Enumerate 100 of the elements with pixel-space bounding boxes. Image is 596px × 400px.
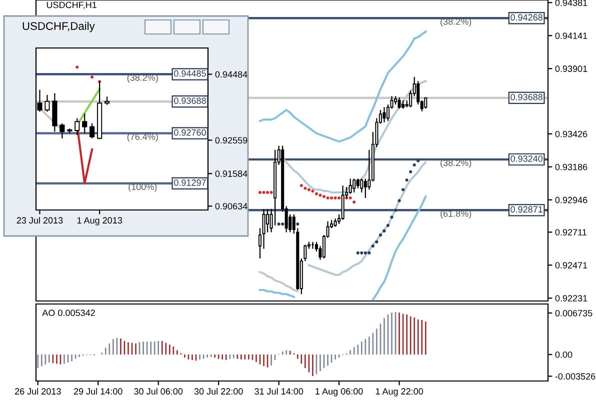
ref-line-label: 0.91297 bbox=[174, 179, 206, 186]
point bbox=[398, 199, 401, 202]
y-tick-label: 0.93426 bbox=[555, 130, 588, 138]
y-tick-label: 0.92471 bbox=[555, 262, 588, 268]
annotation: (38.2%) bbox=[440, 18, 472, 27]
point bbox=[258, 190, 262, 194]
ref-line-label: 0.93688 bbox=[174, 98, 206, 104]
candlestick bbox=[74, 118, 80, 136]
x-tick-label: 30 Jul 22:00 bbox=[194, 388, 243, 395]
y-tick-label: 0.00 bbox=[555, 351, 572, 358]
candlestick bbox=[90, 122, 95, 139]
point bbox=[326, 196, 330, 200]
y-tick-label: 0.92231 bbox=[555, 295, 588, 302]
point bbox=[364, 251, 367, 254]
candlestick bbox=[416, 80, 420, 106]
candlestick bbox=[382, 106, 386, 123]
annotation: (76.4%) bbox=[127, 133, 158, 142]
point bbox=[386, 224, 390, 227]
point bbox=[360, 251, 364, 254]
y-tick-label: 0.92559 bbox=[215, 137, 248, 144]
point bbox=[402, 188, 405, 192]
x-tick-label: 23 Jul 2013 bbox=[16, 216, 63, 224]
point bbox=[311, 189, 314, 193]
y-tick-label: 0.94141 bbox=[555, 32, 588, 39]
y-tick-label: 0.90634 bbox=[215, 203, 248, 210]
candlestick bbox=[352, 178, 356, 193]
point bbox=[356, 251, 360, 254]
point bbox=[296, 222, 300, 226]
point bbox=[382, 229, 386, 232]
point bbox=[300, 184, 303, 188]
candlestick bbox=[398, 97, 401, 110]
point bbox=[90, 76, 94, 79]
point bbox=[330, 196, 334, 200]
candlestick bbox=[44, 94, 50, 112]
candlestick bbox=[348, 178, 352, 194]
chart-title: USDCHF,Daily bbox=[22, 22, 95, 32]
point bbox=[314, 192, 318, 196]
y-tick-label: 0.92946 bbox=[555, 196, 588, 204]
point bbox=[270, 190, 273, 194]
point bbox=[338, 196, 341, 200]
x-tick-label: 1 Aug 06:00 bbox=[316, 388, 363, 396]
candlestick bbox=[424, 97, 428, 110]
point bbox=[409, 170, 412, 174]
y-tick-label: -0.003526 bbox=[555, 373, 596, 380]
y-tick-label: 0.93186 bbox=[555, 164, 588, 170]
line-series bbox=[258, 30, 427, 143]
point bbox=[368, 251, 371, 254]
annotation: (100%) bbox=[128, 183, 157, 192]
y-tick-label: 0.92711 bbox=[555, 229, 586, 236]
candlestick bbox=[82, 112, 88, 134]
annotation: (38.2%) bbox=[440, 159, 472, 168]
point bbox=[352, 200, 356, 204]
point bbox=[348, 196, 352, 200]
chart-title: USDCHF,H1 bbox=[46, 2, 96, 10]
point bbox=[266, 190, 270, 194]
candlestick bbox=[266, 208, 270, 233]
ref-line-label: 0.92871 bbox=[510, 206, 542, 213]
point bbox=[412, 163, 416, 166]
point bbox=[390, 216, 394, 219]
ref-line-label: 0.94268 bbox=[510, 14, 542, 21]
candlestick bbox=[356, 178, 360, 189]
y-tick-label: 0.94484 bbox=[215, 71, 248, 78]
annotation: (61.8%) bbox=[440, 210, 472, 219]
point bbox=[281, 222, 284, 226]
candlestick bbox=[60, 122, 65, 139]
point bbox=[307, 188, 310, 192]
ref-line-label: 0.93688 bbox=[510, 94, 542, 100]
point bbox=[394, 208, 398, 212]
y-tick-label: 0.94381 bbox=[555, 0, 588, 6]
line-series bbox=[308, 161, 427, 276]
candlestick bbox=[364, 178, 367, 198]
line-series bbox=[258, 271, 299, 292]
ref-line-label: 0.92760 bbox=[174, 129, 206, 136]
point bbox=[277, 222, 280, 226]
y-tick-label: 0.93901 bbox=[555, 66, 588, 72]
x-tick-label: 30 Jul 06:00 bbox=[134, 388, 183, 395]
point bbox=[322, 194, 326, 198]
point bbox=[76, 66, 79, 69]
ref-line-label: 0.94485 bbox=[174, 70, 206, 77]
annotation: AO 0.005342 bbox=[42, 310, 95, 316]
candlestick bbox=[360, 178, 364, 193]
point bbox=[416, 159, 420, 162]
point bbox=[304, 186, 307, 190]
point bbox=[262, 190, 266, 194]
ref-line-label: 0.93240 bbox=[510, 155, 543, 162]
x-tick-label: 26 Jul 2013 bbox=[15, 388, 61, 395]
y-tick-label: 0.006735 bbox=[555, 310, 592, 316]
candlestick bbox=[311, 241, 314, 250]
x-tick-label: 29 Jul 14:00 bbox=[74, 388, 122, 395]
annotation: (38.2%) bbox=[127, 74, 158, 83]
x-tick-label: 31 Jul 14:00 bbox=[254, 388, 304, 395]
line-series bbox=[282, 80, 427, 194]
y-tick-label: 0.91584 bbox=[215, 170, 248, 177]
point bbox=[405, 178, 408, 182]
point bbox=[375, 240, 378, 244]
x-tick-label: 1 Aug 2013 bbox=[77, 217, 122, 226]
point bbox=[334, 196, 337, 200]
point bbox=[318, 194, 322, 197]
point bbox=[371, 244, 374, 248]
x-tick-label: 1 Aug 22:00 bbox=[376, 388, 424, 396]
